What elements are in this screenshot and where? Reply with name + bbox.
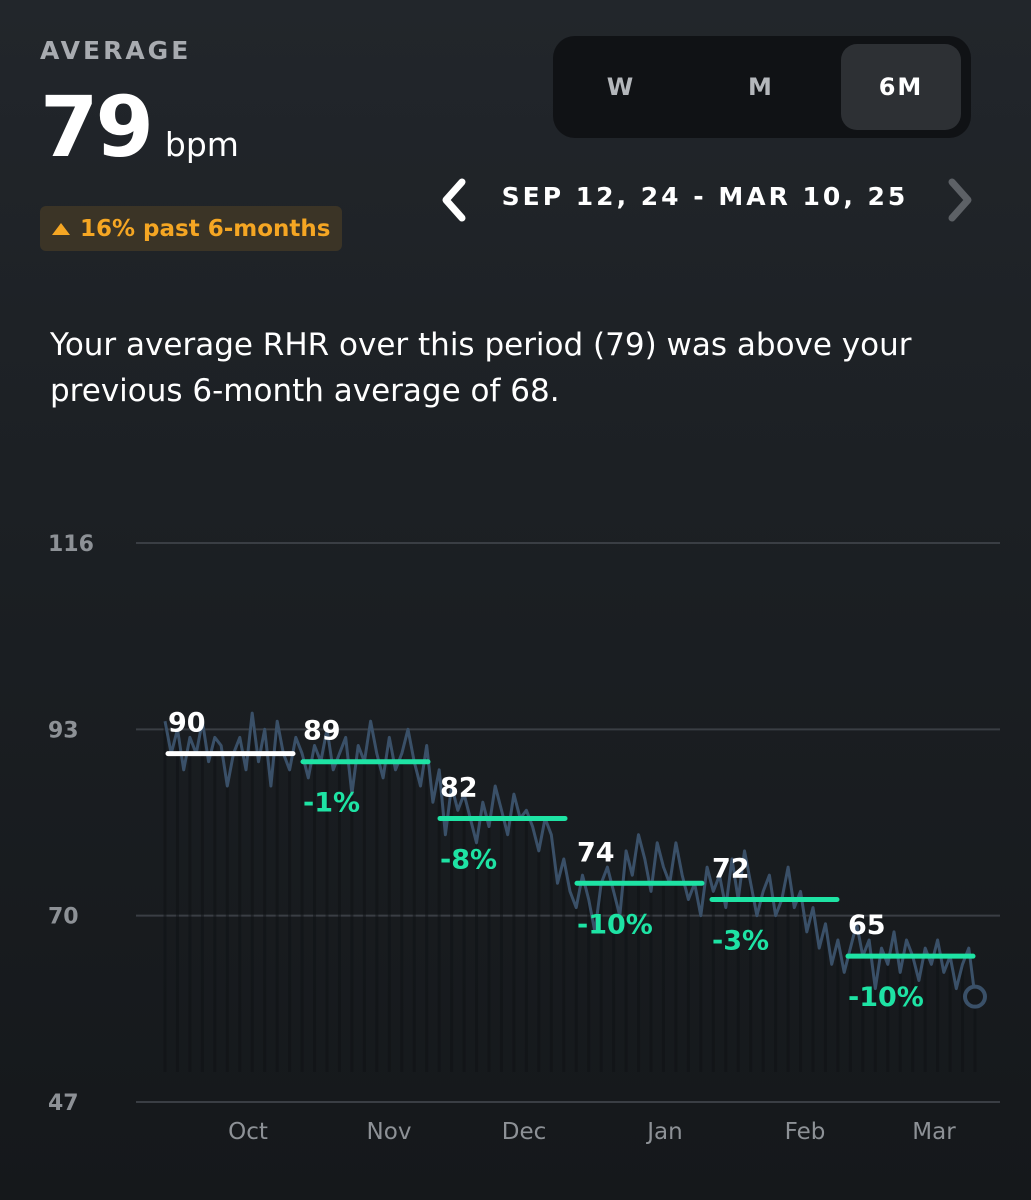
- x-tick-label: Jan: [645, 1119, 682, 1145]
- monthly-change-label: -10%: [577, 909, 653, 940]
- monthly-average-label: 74: [577, 837, 615, 868]
- y-tick-label: 93: [48, 718, 79, 743]
- average-unit: bpm: [164, 125, 239, 164]
- x-tick-label: Nov: [367, 1119, 412, 1145]
- date-range: SEP 12, 24 - MAR 10, 25: [501, 182, 909, 211]
- monthly-average-label: 82: [440, 772, 478, 803]
- tab-month[interactable]: M: [748, 73, 774, 101]
- average-readout: 79 bpm: [40, 78, 239, 176]
- previous-period-button[interactable]: [436, 178, 470, 222]
- next-period-button[interactable]: [944, 178, 978, 222]
- y-tick-label: 70: [48, 905, 79, 930]
- last-point-marker: [963, 984, 987, 1009]
- x-tick-label: Feb: [785, 1119, 826, 1145]
- trend-badge: 16% past 6-months: [40, 206, 343, 251]
- monthly-average-label: 89: [303, 716, 341, 747]
- x-tick-label: Mar: [912, 1119, 956, 1145]
- summary-text: Your average RHR over this period (79) w…: [50, 327, 912, 409]
- triangle-up-icon: [52, 222, 70, 235]
- y-tick-label: 47: [48, 1091, 79, 1116]
- monthly-change-label: -1%: [303, 788, 360, 819]
- monthly-change-label: -8%: [440, 844, 497, 875]
- chevron-left-icon: [442, 178, 466, 222]
- daily-series-line: [163, 711, 977, 997]
- average-label: AVERAGE: [40, 36, 192, 65]
- average-value: 79: [40, 78, 154, 176]
- x-tick-label: Oct: [228, 1119, 268, 1145]
- monthly-average-label: 72: [712, 853, 750, 884]
- monthly-change-label: -10%: [848, 982, 924, 1013]
- range-selector: W M 6M: [553, 36, 971, 138]
- tab-six-months[interactable]: 6M: [841, 44, 961, 130]
- tab-week[interactable]: W: [606, 73, 636, 101]
- monthly-average-label: 65: [848, 910, 886, 941]
- trend-badge-text: 16% past 6-months: [80, 215, 331, 242]
- monthly-change-label: -3%: [712, 925, 769, 956]
- monthly-average-label: 90: [168, 708, 206, 739]
- y-tick-label: 116: [48, 532, 94, 557]
- chevron-right-icon: [948, 178, 972, 222]
- x-tick-label: Dec: [502, 1119, 547, 1145]
